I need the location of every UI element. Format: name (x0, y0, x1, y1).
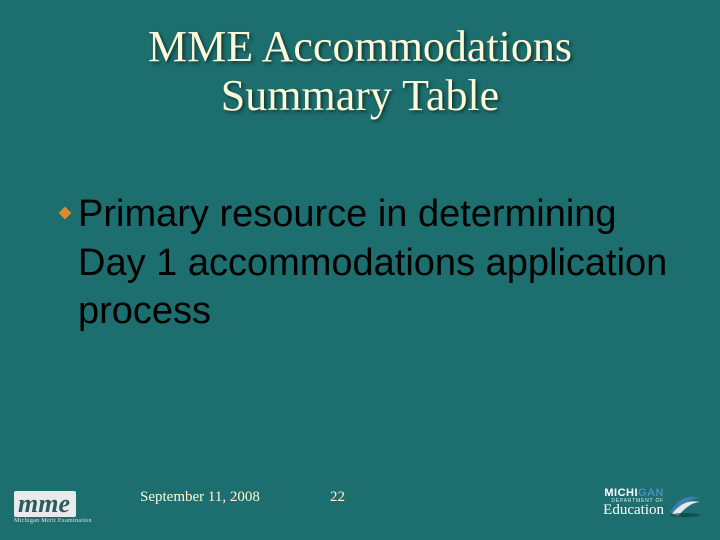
footer-date: September 11, 2008 (140, 489, 260, 506)
michigan-education-logo: MICHIGAN DEPARTMENT OF Education (603, 488, 702, 518)
michigan-logo-text: MICHIGAN DEPARTMENT OF Education (603, 488, 664, 517)
footer-page-number: 22 (330, 489, 345, 506)
bullet-item: Primary resource in determining Day 1 ac… (56, 190, 680, 336)
slide-footer: mme Michigan Merit Examination September… (0, 478, 720, 526)
michigan-logo-education: Education (603, 503, 664, 517)
mme-logo-subtext: Michigan Merit Examination (14, 518, 92, 524)
slide-body: Primary resource in determining Day 1 ac… (56, 190, 680, 336)
slide: MME Accommodations Summary Table Primary… (0, 0, 720, 540)
mme-logo: mme Michigan Merit Examination (14, 491, 92, 524)
swoosh-icon (668, 488, 702, 518)
title-line-1: MME Accommodations (148, 22, 572, 71)
bullet-text: Primary resource in determining Day 1 ac… (78, 190, 680, 336)
title-line-2: Summary Table (221, 71, 499, 120)
slide-title: MME Accommodations Summary Table (0, 0, 720, 121)
mme-logo-text: mme (14, 491, 76, 517)
diamond-bullet-icon (56, 204, 74, 222)
